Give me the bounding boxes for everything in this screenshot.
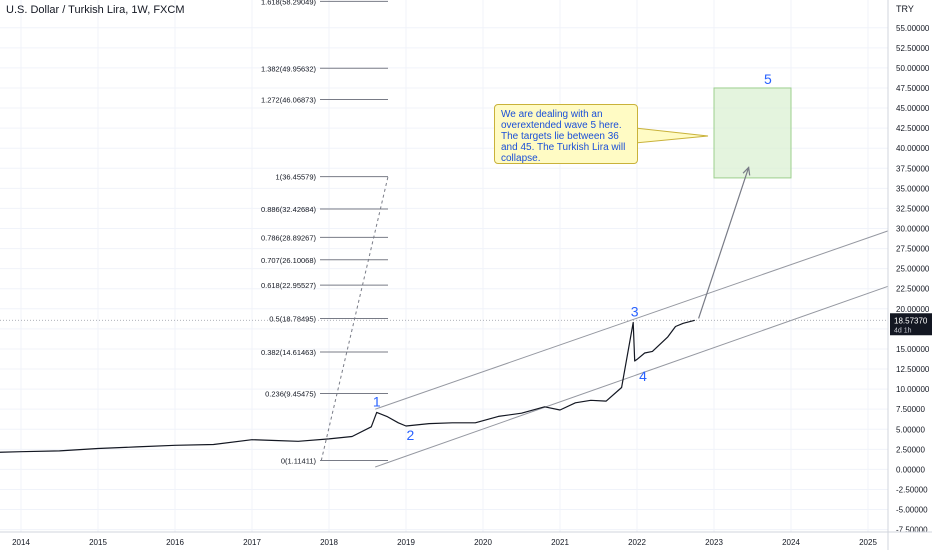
y-tick-label: 50.00000 <box>896 64 930 73</box>
fib-level-label: 1.272(46.06873) <box>261 95 317 104</box>
y-tick-label: 30.00000 <box>896 225 930 234</box>
wave-label: 1 <box>373 393 381 409</box>
currency-label: TRY <box>896 4 914 14</box>
wave-label: 4 <box>639 368 647 384</box>
price-series <box>0 319 695 453</box>
x-tick-label: 2025 <box>859 538 877 547</box>
y-tick-label: 0.00000 <box>896 465 925 474</box>
y-tick-label: 52.50000 <box>896 44 930 53</box>
y-tick-label: 45.00000 <box>896 104 930 113</box>
x-tick-label: 2019 <box>397 538 415 547</box>
grid-lines <box>0 0 888 532</box>
annotation-text: We are dealing with an overextended wave… <box>501 109 626 164</box>
y-tick-label: 37.50000 <box>896 164 930 173</box>
y-tick-label: 47.50000 <box>896 84 930 93</box>
x-tick-label: 2018 <box>320 538 338 547</box>
wave-label: 2 <box>407 427 415 443</box>
y-tick-label: 7.50000 <box>896 405 925 414</box>
projection-arrow <box>698 167 750 319</box>
y-tick-label: 25.00000 <box>896 265 930 274</box>
x-tick-label: 2014 <box>12 538 30 547</box>
x-tick-label: 2016 <box>166 538 184 547</box>
x-tick-label: 2020 <box>474 538 492 547</box>
y-tick-label: 5.00000 <box>896 425 925 434</box>
fib-level-label: 1(36.45579) <box>276 173 317 182</box>
fib-level-label: 0.886(32.42684) <box>261 205 317 214</box>
target-zone <box>713 87 792 179</box>
fib-trend-line <box>320 176 389 461</box>
price-line <box>0 319 695 453</box>
y-tick-label: 32.50000 <box>896 204 930 213</box>
y-tick-label: 35.00000 <box>896 184 930 193</box>
price-tag <box>890 313 932 336</box>
x-tick-label: 2017 <box>243 538 261 547</box>
projection-arrow-head <box>742 166 751 176</box>
fib-level-label: 1.618(58.29049) <box>261 0 317 6</box>
fib-level-label: 0.786(28.89267) <box>261 233 317 242</box>
x-tick-label: 2022 <box>628 538 646 547</box>
price-tag-countdown: 4d 1h <box>894 327 912 334</box>
wave-labels: 1 2 3 4 5 <box>373 71 772 443</box>
channel-lower-line <box>375 285 889 468</box>
y-tick-label: -7.50000 <box>896 526 928 535</box>
wave-label: 3 <box>631 303 639 319</box>
y-tick-label: 42.50000 <box>896 124 930 133</box>
fib-level-label: 0.5(18.78495) <box>269 315 316 324</box>
y-tick-label: -5.00000 <box>896 506 928 515</box>
y-tick-label: 20.00000 <box>896 305 930 314</box>
x-tick-label: 2023 <box>705 538 723 547</box>
x-tick-label: 2015 <box>89 538 107 547</box>
y-tick-label: 55.00000 <box>896 24 930 33</box>
y-tick-label: 22.50000 <box>896 285 930 294</box>
chart-title: U.S. Dollar / Turkish Lira, 1W, FXCM <box>6 4 185 16</box>
fib-level-label: 0(1.11411) <box>281 456 317 465</box>
x-tick-label: 2021 <box>551 538 569 547</box>
channel-upper-line <box>375 230 889 410</box>
wave-label: 5 <box>764 71 772 87</box>
annotation-callout[interactable]: We are dealing with an overextended wave… <box>494 104 638 164</box>
fibonacci-levels: 1.618(58.29049) 1.382(49.95632) 1.272(46.0… <box>261 0 388 465</box>
y-tick-label: 10.00000 <box>896 385 930 394</box>
x-tick-label: 2024 <box>782 538 800 547</box>
y-tick-label: 40.00000 <box>896 144 930 153</box>
y-tick-label: 2.50000 <box>896 445 925 454</box>
fib-level-label: 0.236(9.45475) <box>265 389 316 398</box>
y-tick-label: 27.50000 <box>896 245 930 254</box>
fib-level-label: 1.382(49.95632) <box>261 64 317 73</box>
fib-level-label: 0.707(26.10068) <box>261 256 317 265</box>
y-tick-label: -2.50000 <box>896 485 928 494</box>
y-tick-label: 15.00000 <box>896 345 930 354</box>
y-tick-label: 12.50000 <box>896 365 930 374</box>
fib-level-label: 0.618(22.95527) <box>261 281 317 290</box>
fib-level-label: 0.382(14.61463) <box>261 348 317 357</box>
price-tag-value: 18.57370 <box>894 316 928 325</box>
chart-drawings <box>0 87 889 468</box>
callout-pointer <box>634 127 709 144</box>
